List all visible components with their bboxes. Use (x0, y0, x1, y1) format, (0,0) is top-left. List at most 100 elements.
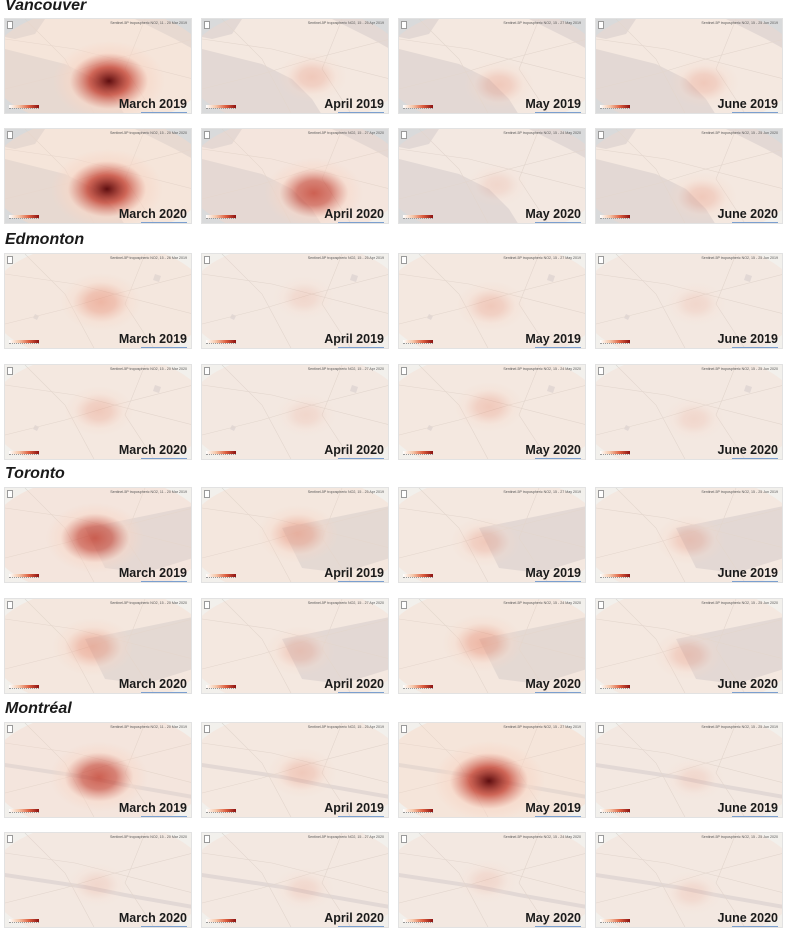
map-attribution-link[interactable] (141, 347, 187, 348)
legend-tick-marks (206, 343, 236, 346)
map-attribution-link[interactable] (141, 112, 187, 113)
zoom-control-icon[interactable] (598, 256, 604, 264)
legend-tick-marks (9, 922, 39, 925)
map-attribution-link[interactable] (338, 347, 384, 348)
map-tile-montreal-1: Sentinel-5P tropospheric NO2, 11 - 20 Ma… (4, 722, 192, 818)
map-attribution-link[interactable] (535, 581, 581, 582)
zoom-control-icon[interactable] (401, 367, 407, 375)
zoom-control-icon[interactable] (204, 601, 210, 609)
map-tile-montreal-2: Sentinel-5P tropospheric NO2, 15 - 25 Ap… (201, 722, 389, 818)
map-attribution-link[interactable] (732, 458, 778, 459)
zoom-control-icon[interactable] (204, 21, 210, 29)
map-attribution-link[interactable] (535, 347, 581, 348)
map-attribution-link[interactable] (535, 458, 581, 459)
map-attribution-link[interactable] (141, 222, 187, 223)
map-attribution-link[interactable] (732, 347, 778, 348)
no2-hotspot (466, 163, 528, 207)
map-header-caption: Sentinel-5P tropospheric NO2, 15 - 25 Ju… (701, 256, 778, 260)
color-scale-legend (206, 574, 236, 577)
color-scale-legend (9, 919, 39, 922)
zoom-control-icon[interactable] (204, 835, 210, 843)
map-attribution-link[interactable] (732, 581, 778, 582)
map-attribution-link[interactable] (732, 222, 778, 223)
map-header-caption: Sentinel-5P tropospheric NO2, 15 - 27 Ap… (307, 367, 384, 371)
zoom-control-icon[interactable] (204, 725, 210, 733)
map-attribution-link[interactable] (141, 581, 187, 582)
month-label: March 2020 (118, 207, 187, 221)
map-attribution-link[interactable] (732, 816, 778, 817)
zoom-control-icon[interactable] (598, 21, 604, 29)
zoom-control-icon[interactable] (401, 256, 407, 264)
map-tile-vancouver-2: Sentinel-5P tropospheric NO2, 15 - 25 Ap… (201, 18, 389, 114)
map-attribution-link[interactable] (535, 692, 581, 693)
zoom-control-icon[interactable] (204, 367, 210, 375)
map-attribution-link[interactable] (732, 692, 778, 693)
no2-map (399, 19, 585, 113)
map-attribution-link[interactable] (338, 458, 384, 459)
legend-tick-marks (206, 454, 236, 457)
zoom-control-icon[interactable] (598, 367, 604, 375)
month-label: May 2019 (525, 332, 581, 346)
map-attribution-link[interactable] (338, 692, 384, 693)
water-body (399, 19, 439, 39)
zoom-control-icon[interactable] (401, 725, 407, 733)
map-attribution-link[interactable] (535, 816, 581, 817)
city-title-vancouver: Vancouver (5, 0, 87, 14)
map-header-caption: Sentinel-5P tropospheric NO2, 15 - 24 Ma… (503, 601, 581, 605)
map-attribution-link[interactable] (338, 112, 384, 113)
zoom-control-icon[interactable] (401, 21, 407, 29)
zoom-control-icon[interactable] (401, 131, 407, 139)
zoom-control-icon[interactable] (7, 367, 13, 375)
map-attribution-link[interactable] (141, 692, 187, 693)
map-header-caption: Sentinel-5P tropospheric NO2, 15 - 20 Ma… (109, 131, 187, 135)
map-attribution-link[interactable] (338, 581, 384, 582)
map-attribution-link[interactable] (141, 926, 187, 927)
zoom-control-icon[interactable] (401, 490, 407, 498)
map-attribution-link[interactable] (535, 926, 581, 927)
color-scale-legend (9, 215, 39, 218)
map-header-caption: Sentinel-5P tropospheric NO2, 15 - 27 Ma… (503, 256, 581, 260)
road-line (418, 129, 489, 223)
zoom-control-icon[interactable] (7, 131, 13, 139)
map-attribution-link[interactable] (732, 926, 778, 927)
map-tile-edmonton-3: Sentinel-5P tropospheric NO2, 15 - 27 Ma… (398, 253, 586, 349)
zoom-control-icon[interactable] (7, 490, 13, 498)
road-line (221, 19, 292, 113)
map-attribution-link[interactable] (732, 112, 778, 113)
map-attribution-link[interactable] (535, 222, 581, 223)
map-header-caption: Sentinel-5P tropospheric NO2, 15 - 24 Ma… (503, 835, 581, 839)
zoom-control-icon[interactable] (598, 835, 604, 843)
map-header-caption: Sentinel-5P tropospheric NO2, 15 - 27 Ma… (503, 490, 581, 494)
zoom-control-icon[interactable] (7, 256, 13, 264)
month-label: April 2020 (324, 443, 384, 457)
map-tile-edmonton-1: Sentinel-5P tropospheric NO2, 15 - 26 Ma… (4, 253, 192, 349)
zoom-control-icon[interactable] (204, 131, 210, 139)
zoom-control-icon[interactable] (598, 601, 604, 609)
zoom-control-icon[interactable] (7, 601, 13, 609)
zoom-control-icon[interactable] (401, 601, 407, 609)
zoom-control-icon[interactable] (401, 835, 407, 843)
zoom-control-icon[interactable] (7, 725, 13, 733)
map-attribution-link[interactable] (338, 816, 384, 817)
zoom-control-icon[interactable] (204, 490, 210, 498)
zoom-control-icon[interactable] (7, 21, 13, 29)
map-attribution-link[interactable] (141, 816, 187, 817)
zoom-control-icon[interactable] (598, 490, 604, 498)
no2-map (596, 723, 782, 817)
zoom-control-icon[interactable] (7, 835, 13, 843)
color-scale-legend (403, 574, 433, 577)
map-header-caption: Sentinel-5P tropospheric NO2, 15 - 27 Ap… (307, 601, 384, 605)
water-body (135, 19, 191, 48)
road-line (399, 507, 585, 548)
map-attribution-link[interactable] (338, 926, 384, 927)
zoom-control-icon[interactable] (598, 131, 604, 139)
month-label: April 2020 (324, 911, 384, 925)
zoom-control-icon[interactable] (204, 256, 210, 264)
map-header-caption: Sentinel-5P tropospheric NO2, 15 - 25 Ap… (307, 490, 384, 494)
road-line (202, 38, 388, 79)
map-attribution-link[interactable] (535, 112, 581, 113)
map-attribution-link[interactable] (141, 458, 187, 459)
map-attribution-link[interactable] (338, 222, 384, 223)
zoom-control-icon[interactable] (598, 725, 604, 733)
month-label: June 2019 (717, 801, 778, 815)
